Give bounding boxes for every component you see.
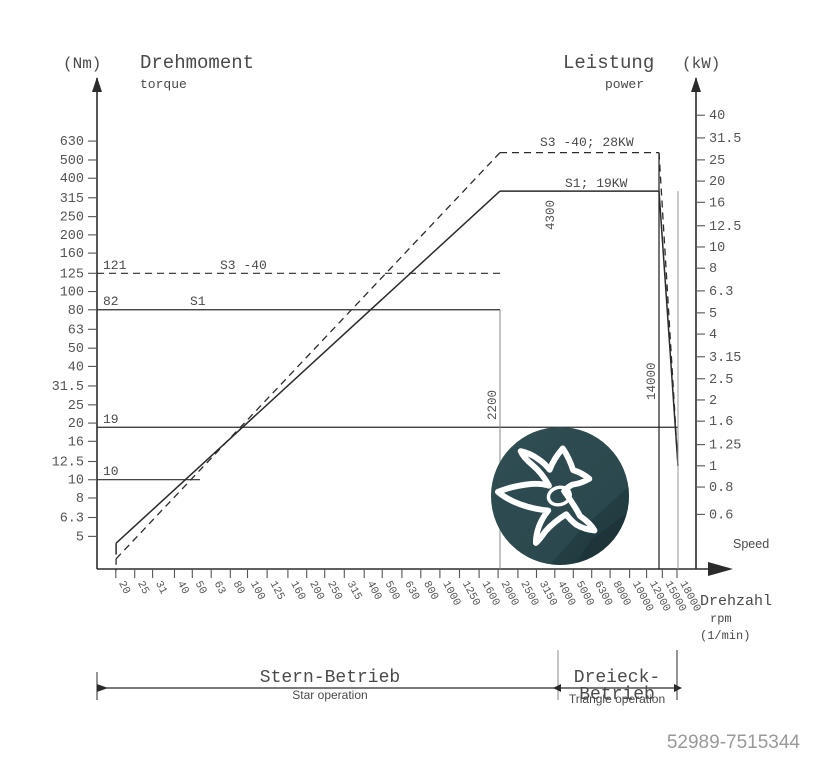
svg-text:121: 121 — [103, 258, 127, 273]
svg-text:8: 8 — [76, 492, 84, 507]
svg-text:1: 1 — [709, 460, 717, 475]
svg-text:S3 -40; 28KW: S3 -40; 28KW — [540, 135, 634, 150]
svg-text:630: 630 — [60, 135, 84, 150]
svg-text:(kW): (kW) — [682, 55, 720, 73]
svg-text:12.5: 12.5 — [709, 220, 741, 235]
svg-text:80: 80 — [68, 304, 84, 319]
svg-text:16: 16 — [68, 435, 84, 450]
svg-text:19: 19 — [103, 412, 119, 427]
svg-text:10: 10 — [709, 241, 725, 256]
svg-text:torque: torque — [140, 77, 187, 92]
svg-text:31.5: 31.5 — [709, 132, 741, 147]
svg-text:Stern-Betrieb: Stern-Betrieb — [260, 668, 400, 688]
svg-text:2: 2 — [709, 394, 717, 409]
svg-text:Speed: Speed — [733, 537, 769, 551]
svg-text:52989-7515344: 52989-7515344 — [667, 732, 801, 753]
svg-text:Drehzahl: Drehzahl — [700, 593, 772, 610]
svg-text:S1; 19KW: S1; 19KW — [565, 176, 628, 191]
svg-text:100: 100 — [60, 286, 84, 301]
svg-text:5: 5 — [76, 530, 84, 545]
svg-text:10: 10 — [68, 474, 84, 489]
svg-text:1.6: 1.6 — [709, 415, 733, 430]
svg-text:10: 10 — [103, 464, 119, 479]
svg-text:Leistung: Leistung — [563, 52, 654, 74]
svg-text:6.3: 6.3 — [709, 285, 733, 300]
svg-text:25: 25 — [709, 154, 725, 169]
svg-text:315: 315 — [60, 192, 84, 207]
svg-text:20: 20 — [709, 175, 725, 190]
svg-text:rpm: rpm — [710, 612, 732, 626]
svg-text:50: 50 — [68, 342, 84, 357]
svg-text:Drehmoment: Drehmoment — [140, 52, 254, 74]
svg-text:12.5: 12.5 — [52, 455, 84, 470]
svg-text:S3 -40: S3 -40 — [220, 258, 267, 273]
svg-text:500: 500 — [60, 154, 84, 169]
svg-text:1.25: 1.25 — [709, 439, 741, 454]
svg-text:(Nm): (Nm) — [63, 55, 101, 73]
svg-text:3.15: 3.15 — [709, 351, 741, 366]
svg-text:power: power — [605, 77, 644, 92]
svg-text:0.6: 0.6 — [709, 508, 733, 523]
svg-text:5: 5 — [709, 307, 717, 322]
svg-text:Star operation: Star operation — [292, 688, 367, 702]
svg-text:63: 63 — [68, 323, 84, 338]
svg-text:4: 4 — [709, 328, 717, 343]
svg-text:14000: 14000 — [645, 362, 659, 400]
svg-text:20: 20 — [68, 417, 84, 432]
svg-text:400: 400 — [60, 172, 84, 187]
svg-text:2200: 2200 — [486, 390, 500, 420]
svg-text:16: 16 — [709, 196, 725, 211]
svg-text:40: 40 — [68, 360, 84, 375]
svg-text:6.3: 6.3 — [60, 511, 84, 526]
svg-text:40: 40 — [709, 109, 725, 124]
svg-text:(1/min): (1/min) — [700, 629, 750, 643]
svg-text:0.8: 0.8 — [709, 481, 733, 496]
svg-text:82: 82 — [103, 294, 119, 309]
svg-text:25: 25 — [68, 399, 84, 414]
svg-text:31.5: 31.5 — [52, 380, 84, 395]
svg-text:2.5: 2.5 — [709, 373, 733, 388]
svg-text:8: 8 — [709, 262, 717, 277]
svg-text:S1: S1 — [190, 294, 206, 309]
svg-text:250: 250 — [60, 211, 84, 226]
svg-text:4300: 4300 — [544, 200, 558, 230]
svg-text:125: 125 — [60, 267, 84, 282]
svg-text:200: 200 — [60, 229, 84, 244]
svg-text:Triangle operation: Triangle operation — [569, 692, 665, 706]
svg-text:160: 160 — [60, 247, 84, 262]
